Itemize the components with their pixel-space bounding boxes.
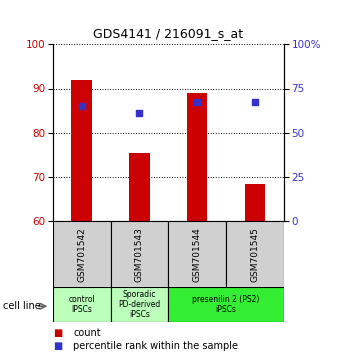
- Text: percentile rank within the sample: percentile rank within the sample: [73, 341, 238, 351]
- Text: GSM701544: GSM701544: [193, 228, 202, 282]
- Bar: [245, 184, 265, 221]
- Text: GSM701542: GSM701542: [77, 228, 86, 282]
- Text: Sporadic
PD-derived
iPSCs: Sporadic PD-derived iPSCs: [118, 290, 160, 319]
- Point: [194, 99, 200, 105]
- Text: cell line: cell line: [3, 301, 41, 311]
- Text: presenilin 2 (PS2)
iPSCs: presenilin 2 (PS2) iPSCs: [192, 295, 260, 314]
- FancyBboxPatch shape: [110, 221, 168, 289]
- FancyBboxPatch shape: [168, 221, 226, 289]
- Bar: [187, 93, 207, 221]
- Text: control
IPSCs: control IPSCs: [68, 295, 95, 314]
- FancyBboxPatch shape: [226, 221, 284, 289]
- Point: [137, 110, 142, 116]
- FancyBboxPatch shape: [168, 287, 284, 322]
- Title: GDS4141 / 216091_s_at: GDS4141 / 216091_s_at: [93, 27, 243, 40]
- Point: [79, 103, 84, 109]
- Text: GSM701545: GSM701545: [251, 227, 259, 282]
- Text: ■: ■: [53, 329, 62, 338]
- FancyBboxPatch shape: [53, 287, 110, 322]
- Point: [252, 99, 258, 105]
- Text: count: count: [73, 329, 101, 338]
- Text: ■: ■: [53, 341, 62, 351]
- Text: GSM701543: GSM701543: [135, 227, 144, 282]
- FancyBboxPatch shape: [53, 221, 110, 289]
- Bar: [71, 80, 92, 221]
- FancyBboxPatch shape: [110, 287, 168, 322]
- Bar: [129, 153, 150, 221]
